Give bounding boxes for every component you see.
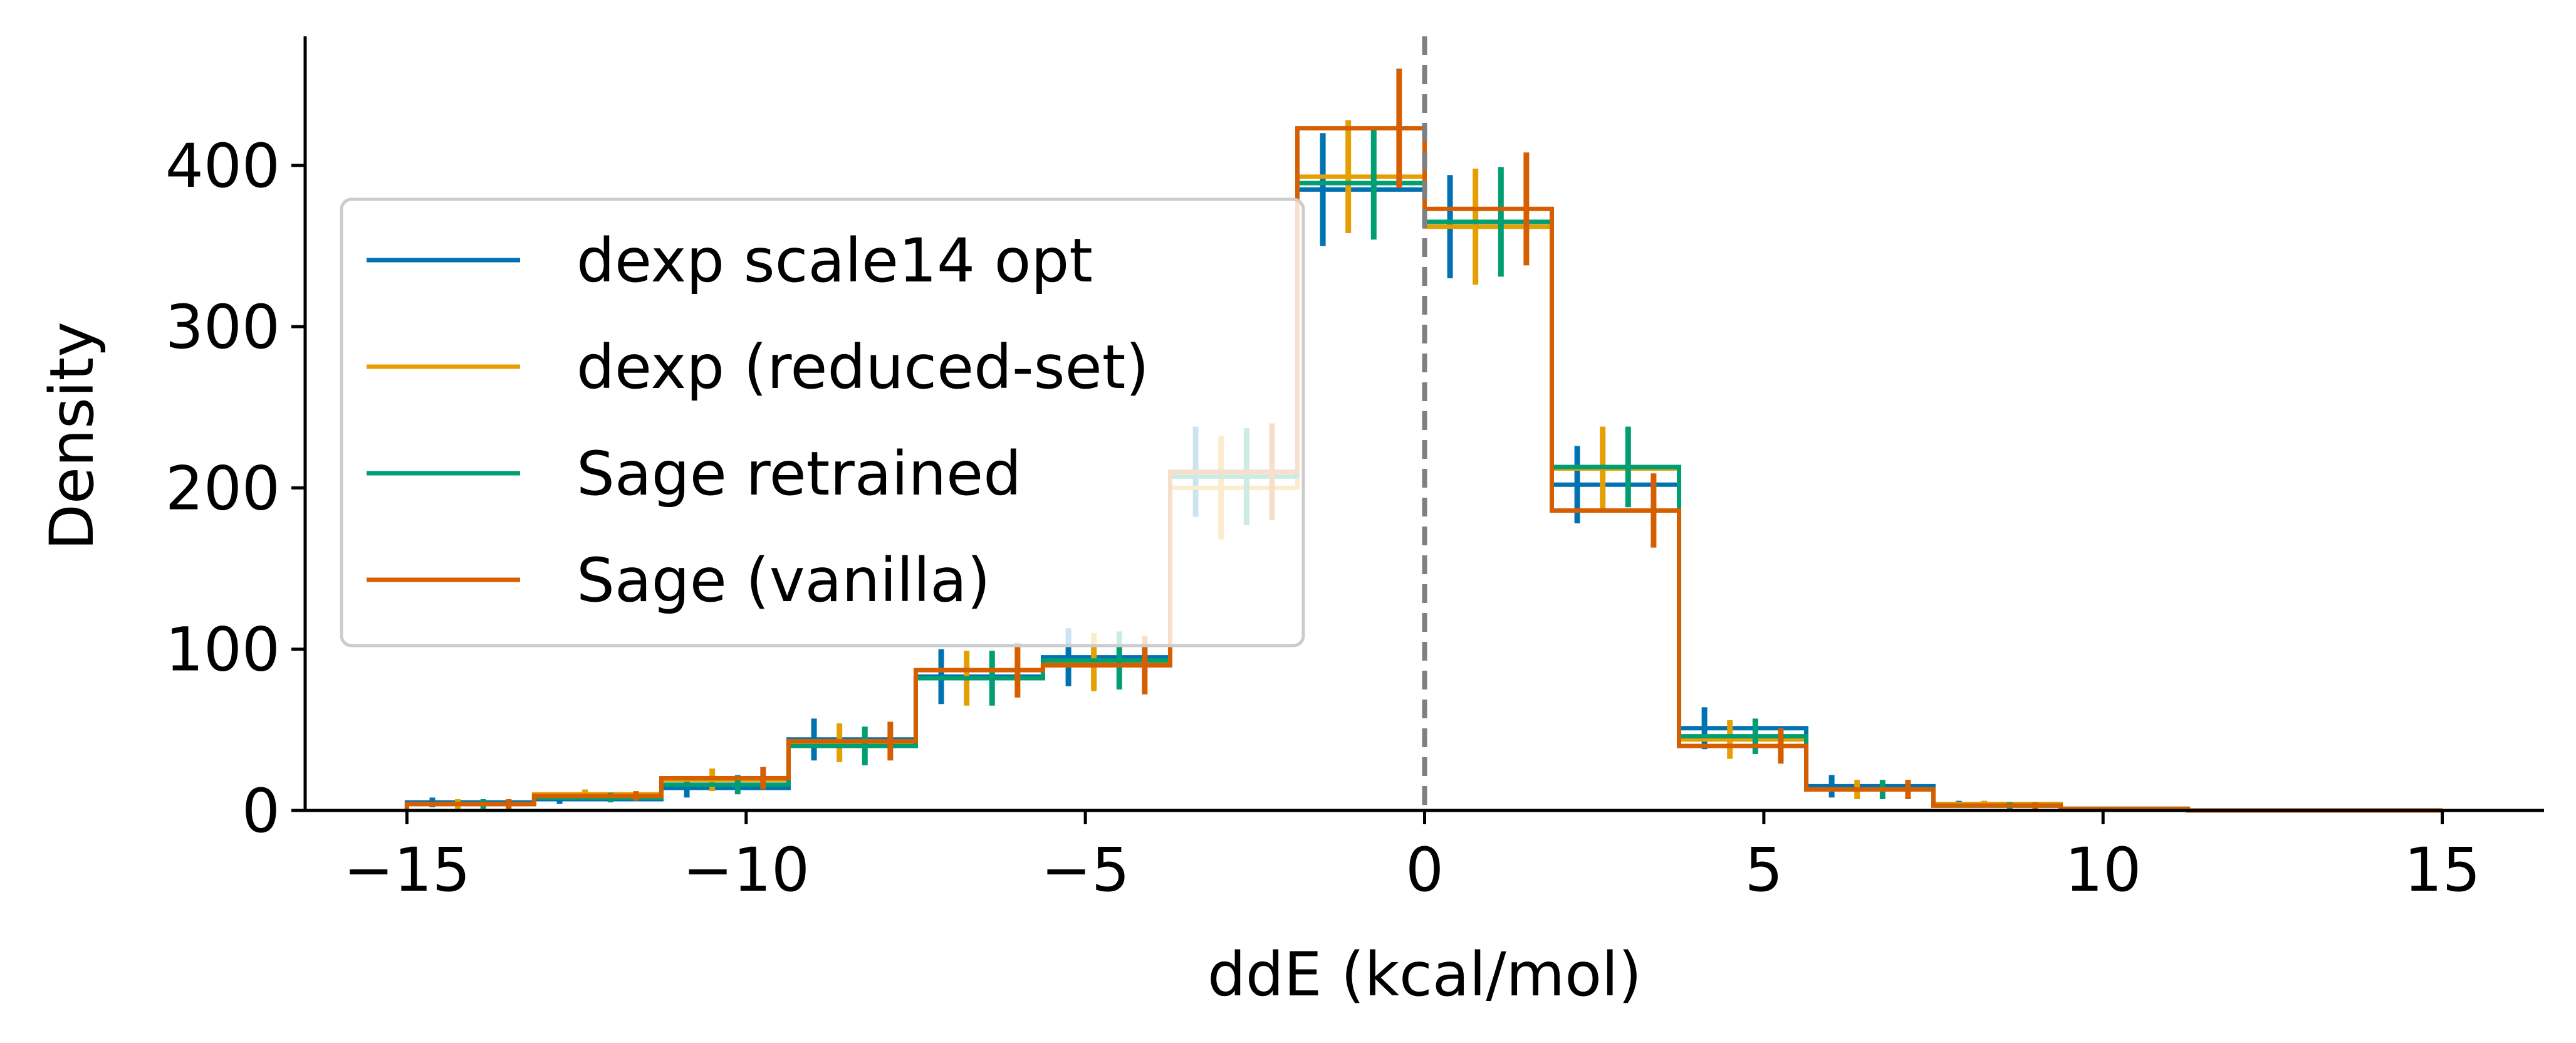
- y-tick-label: 400: [165, 131, 280, 201]
- x-ticks: −15 −10 −5 0 5 10 15: [343, 810, 2481, 905]
- y-tick-label: 0: [242, 776, 280, 846]
- x-tick-label: 15: [2404, 835, 2481, 905]
- y-axis-label: Density: [37, 322, 107, 550]
- x-tick-label: 5: [1744, 835, 1783, 905]
- legend-label: Sage (vanilla): [576, 545, 991, 616]
- legend-label: dexp (reduced-set): [576, 332, 1149, 402]
- legend-entry-sage-retrained: Sage retrained: [367, 439, 1021, 509]
- legend-label: dexp scale14 opt: [576, 226, 1093, 296]
- y-tick-label: 200: [165, 453, 280, 523]
- x-tick-label: −15: [343, 835, 471, 905]
- legend-entry-sage-vanilla: Sage (vanilla): [367, 545, 991, 616]
- axes: −15 −10 −5 0 5 10 15 0 100 200 300 400: [165, 36, 2544, 905]
- x-tick-label: 0: [1405, 835, 1444, 905]
- x-axis-label: ddE (kcal/mol): [1207, 940, 1642, 1010]
- legend-entry-dexp-scale14-opt: dexp scale14 opt: [367, 226, 1093, 296]
- y-tick-label: 100: [165, 615, 280, 685]
- y-tick-label: 300: [165, 292, 280, 362]
- legend-entry-dexp-reduced-set: dexp (reduced-set): [367, 332, 1149, 402]
- x-tick-label: −5: [1041, 835, 1130, 905]
- y-ticks: 0 100 200 300 400: [165, 131, 305, 846]
- x-tick-label: −10: [682, 835, 810, 905]
- x-tick-label: 10: [2065, 835, 2141, 905]
- legend: dexp scale14 opt dexp (reduced-set) Sage r…: [340, 197, 1305, 647]
- legend-frame: [340, 197, 1305, 647]
- histogram-step-line: [404, 126, 2443, 813]
- legend-label: Sage retrained: [576, 439, 1021, 509]
